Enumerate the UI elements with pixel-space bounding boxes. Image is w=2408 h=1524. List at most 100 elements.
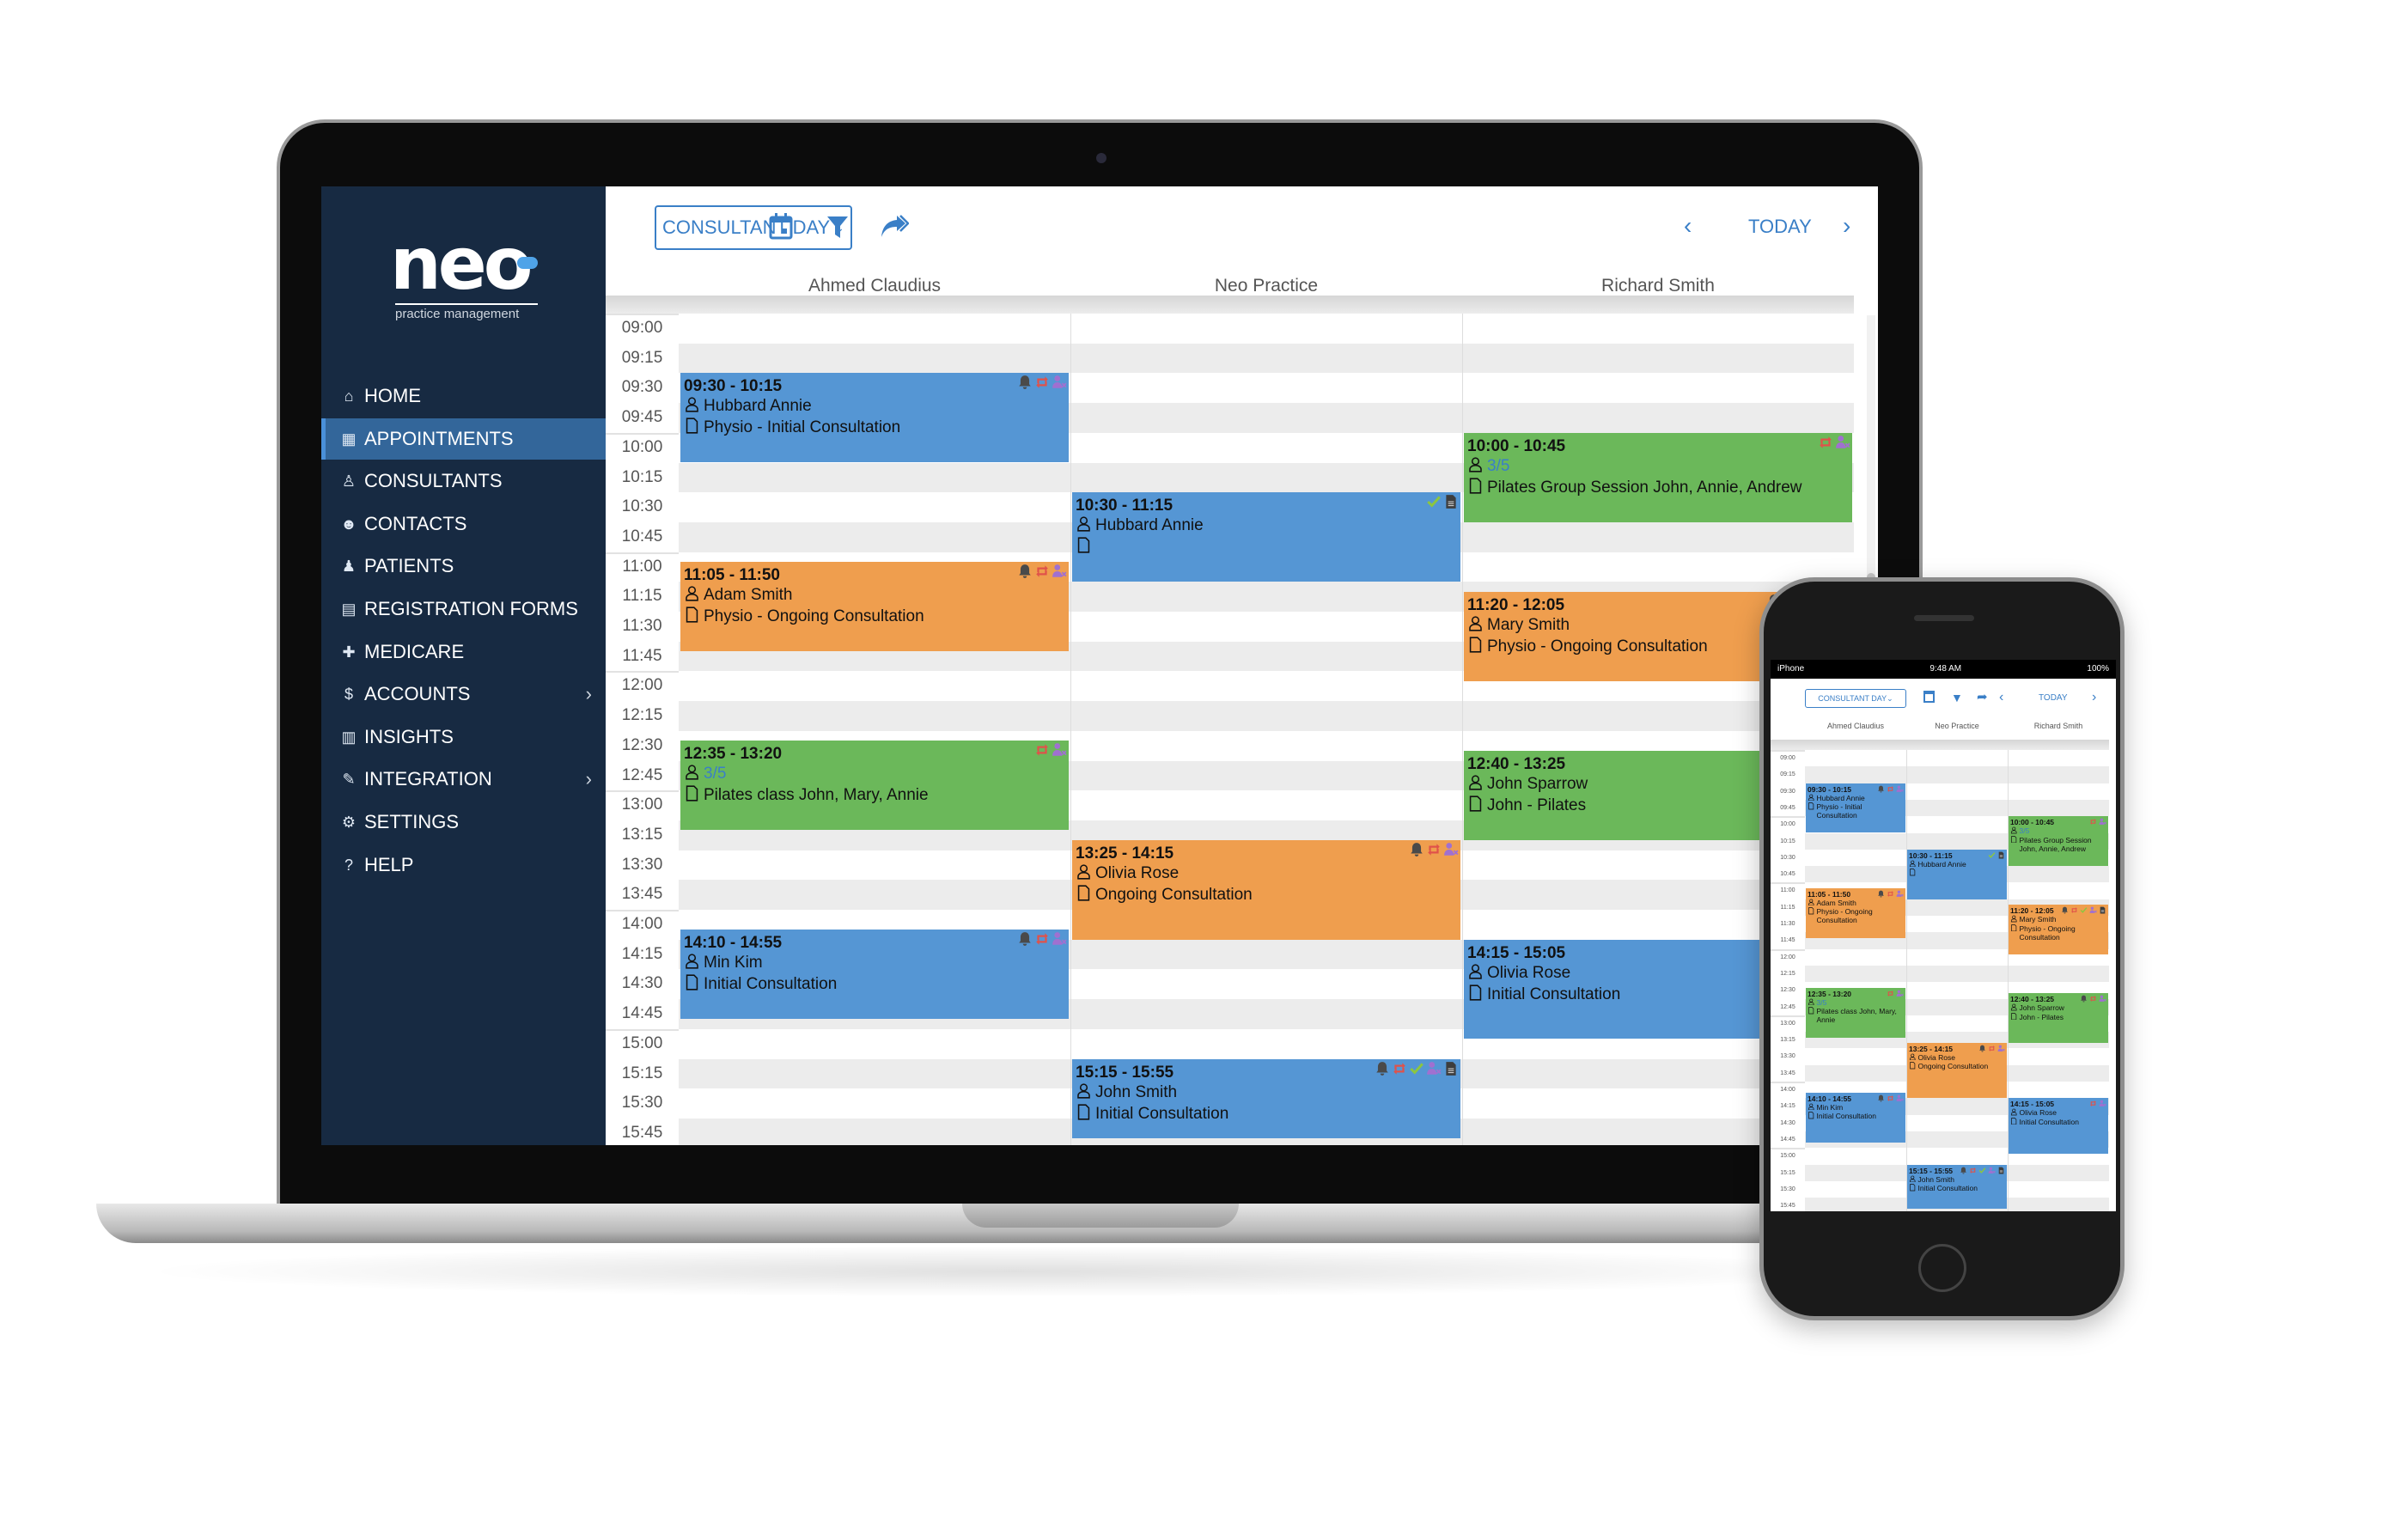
forward-share-icon[interactable] xyxy=(880,214,910,246)
today-button[interactable]: TODAY xyxy=(1748,216,1812,237)
bell-icon[interactable] xyxy=(1978,1045,1986,1052)
bell-icon[interactable] xyxy=(1960,1167,1967,1174)
time-slot-row[interactable] xyxy=(679,343,1854,374)
phone-today-button[interactable]: TODAY xyxy=(2039,693,2068,703)
user-x-icon[interactable] xyxy=(1997,1045,2005,1052)
bell-icon[interactable] xyxy=(1017,375,1033,390)
appointment-blue[interactable]: 14:10 - 14:55 Min Kim Initial Consultati… xyxy=(1806,1092,1905,1143)
repeat-icon[interactable] xyxy=(2089,995,2097,1003)
user-x-icon[interactable] xyxy=(2089,906,2097,914)
check-icon[interactable] xyxy=(1988,851,1996,859)
doc-icon[interactable] xyxy=(1443,1061,1459,1076)
phone-prev-button[interactable]: ‹ xyxy=(1999,690,2004,704)
doc-icon[interactable] xyxy=(2099,906,2106,914)
bell-icon[interactable] xyxy=(1877,1094,1885,1102)
doc-icon[interactable] xyxy=(1443,494,1459,509)
repeat-icon[interactable] xyxy=(1034,564,1050,579)
doc-icon[interactable] xyxy=(1997,1167,2005,1174)
bell-icon[interactable] xyxy=(1017,931,1033,947)
sidebar-item-registration-forms[interactable]: ▤ REGISTRATION FORMS xyxy=(321,588,606,630)
check-icon[interactable] xyxy=(1426,494,1442,509)
user-x-icon[interactable] xyxy=(1896,890,1904,898)
calendar-picker-icon[interactable] xyxy=(769,212,793,246)
check-icon[interactable] xyxy=(1409,1061,1424,1076)
bell-icon[interactable] xyxy=(2080,995,2088,1003)
doc-icon[interactable] xyxy=(1997,851,2005,859)
user-x-icon[interactable] xyxy=(2099,1100,2106,1107)
user-x-icon[interactable] xyxy=(2099,818,2106,826)
user-x-icon[interactable] xyxy=(2099,995,2106,1003)
repeat-icon[interactable] xyxy=(1988,1045,1996,1052)
repeat-icon[interactable] xyxy=(1034,375,1050,390)
user-x-icon[interactable] xyxy=(1988,1167,1996,1174)
bell-icon[interactable] xyxy=(1375,1061,1390,1076)
sidebar-item-medicare[interactable]: ✚ MEDICARE xyxy=(321,631,606,673)
user-x-icon[interactable] xyxy=(1896,990,1904,997)
bell-icon[interactable] xyxy=(2061,906,2069,914)
appointment-green[interactable]: 10:00 - 10:45 3/5 Pilates Group Session … xyxy=(2009,816,2108,867)
phone-next-button[interactable]: › xyxy=(2092,690,2097,704)
next-day-button[interactable]: › xyxy=(1843,212,1851,239)
appointment-blue[interactable]: 09:30 - 10:15 Hubbard Annie Physio - Ini… xyxy=(680,373,1069,463)
check-icon[interactable] xyxy=(2080,906,2088,914)
sidebar-item-help[interactable]: ? HELP xyxy=(321,844,606,886)
sidebar-item-contacts[interactable]: ☻ CONTACTS xyxy=(321,503,606,545)
bell-icon[interactable] xyxy=(1017,564,1033,579)
repeat-icon[interactable] xyxy=(1887,1094,1894,1102)
appointment-blue[interactable]: 14:15 - 15:05 Olivia Rose Initial Consul… xyxy=(2009,1098,2108,1154)
appointment-blue[interactable]: 14:10 - 14:55 Min Kim Initial Consultati… xyxy=(680,930,1069,1020)
appointment-orange[interactable]: 13:25 - 14:15 Olivia Rose Ongoing Consul… xyxy=(1907,1042,2007,1099)
time-slot-row[interactable] xyxy=(1805,750,2109,767)
user-x-icon[interactable] xyxy=(1426,1061,1442,1076)
time-slot-row[interactable] xyxy=(1805,766,2109,783)
repeat-icon[interactable] xyxy=(1034,931,1050,947)
view-selector-dropdown[interactable]: CONSULTANT DAY⌄ xyxy=(655,205,852,250)
appointment-orange[interactable]: 11:20 - 12:05 Mary Smith Physio - Ongoin… xyxy=(2009,905,2108,955)
sidebar-item-integration[interactable]: ✎ INTEGRATION › xyxy=(321,759,606,800)
bell-icon[interactable] xyxy=(1409,842,1424,857)
appointment-blue[interactable]: 15:15 - 15:55 John Smith Initial Consult… xyxy=(1072,1058,1460,1139)
appointment-blue[interactable]: 10:30 - 11:15 Hubbard Annie xyxy=(1072,492,1460,582)
appointment-orange[interactable]: 13:25 - 14:15 Olivia Rose Ongoing Consul… xyxy=(1072,840,1460,940)
user-x-icon[interactable] xyxy=(1443,842,1459,857)
check-icon[interactable] xyxy=(1978,1167,1986,1174)
sidebar-item-insights[interactable]: ▥ INSIGHTS xyxy=(321,716,606,758)
previous-day-button[interactable]: ‹ xyxy=(1684,212,1692,239)
time-slot-row[interactable] xyxy=(679,314,1854,344)
user-x-icon[interactable] xyxy=(1052,931,1067,947)
appointment-green[interactable]: 12:35 - 13:20 3/5 Pilates class John, Ma… xyxy=(680,741,1069,831)
repeat-icon[interactable] xyxy=(1426,842,1442,857)
appointment-blue[interactable]: 10:30 - 11:15 Hubbard Annie xyxy=(1907,849,2007,899)
repeat-icon[interactable] xyxy=(1818,435,1833,450)
user-x-icon[interactable] xyxy=(1052,375,1067,390)
repeat-icon[interactable] xyxy=(1887,890,1894,898)
appointment-orange[interactable]: 11:05 - 11:50 Adam Smith Physio - Ongoin… xyxy=(1806,887,1905,938)
repeat-icon[interactable] xyxy=(1969,1167,1977,1174)
sidebar-item-appointments[interactable]: ▦ APPOINTMENTS xyxy=(321,418,606,460)
phone-calendar-icon[interactable] xyxy=(1923,691,1935,703)
time-slot-row[interactable] xyxy=(1805,965,2109,983)
user-x-icon[interactable] xyxy=(1052,742,1067,758)
user-x-icon[interactable] xyxy=(1896,785,1904,793)
repeat-icon[interactable] xyxy=(1034,742,1050,758)
repeat-icon[interactable] xyxy=(2089,818,2097,826)
user-x-icon[interactable] xyxy=(1896,1094,1904,1102)
sidebar-item-accounts[interactable]: $ ACCOUNTS › xyxy=(321,674,606,715)
appointment-blue[interactable]: 15:15 - 15:55 John Smith Initial Consult… xyxy=(1907,1164,2007,1209)
user-x-icon[interactable] xyxy=(1052,564,1067,579)
appointment-green[interactable]: 10:00 - 10:45 3/5 Pilates Group Session … xyxy=(1464,432,1852,522)
repeat-icon[interactable] xyxy=(1392,1061,1407,1076)
appointment-orange[interactable]: 11:05 - 11:50 Adam Smith Physio - Ongoin… xyxy=(680,562,1069,652)
sidebar-item-settings[interactable]: ⚙ SETTINGS xyxy=(321,802,606,843)
sidebar-item-patients[interactable]: ♟ PATIENTS xyxy=(321,546,606,587)
phone-forward-icon[interactable]: ➦ xyxy=(1977,690,1988,704)
sidebar-item-consultants[interactable]: ♙ CONSULTANTS xyxy=(321,460,606,502)
time-slot-row[interactable] xyxy=(679,701,1854,731)
appointment-blue[interactable]: 09:30 - 10:15 Hubbard Annie Physio - Ini… xyxy=(1806,783,1905,833)
repeat-icon[interactable] xyxy=(2089,1100,2097,1107)
appointment-green[interactable]: 12:35 - 13:20 3/5 Pilates class John, Ma… xyxy=(1806,987,1905,1038)
phone-view-selector[interactable]: CONSULTANT DAY ⌄ xyxy=(1805,689,1906,708)
repeat-icon[interactable] xyxy=(1887,990,1894,997)
appointment-green[interactable]: 12:40 - 13:25 John Sparrow John - Pilate… xyxy=(2009,993,2108,1043)
user-x-icon[interactable] xyxy=(1835,435,1850,450)
